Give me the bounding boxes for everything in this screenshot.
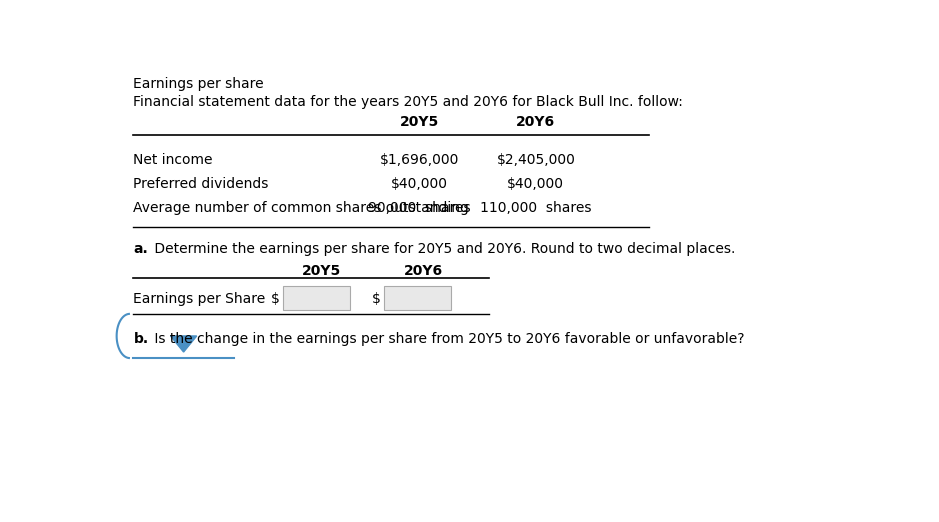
Text: Earnings per Share: Earnings per Share: [133, 292, 266, 306]
Text: b.: b.: [133, 332, 148, 346]
Text: Is the change in the earnings per share from 20Y5 to 20Y6 favorable or unfavorab: Is the change in the earnings per share …: [150, 332, 745, 346]
Text: Preferred dividends: Preferred dividends: [133, 177, 269, 191]
Text: $1,696,000: $1,696,000: [379, 153, 459, 167]
Text: $40,000: $40,000: [391, 177, 448, 191]
Text: $2,405,000: $2,405,000: [497, 153, 576, 167]
Text: a.: a.: [133, 242, 148, 255]
Text: 20Y6: 20Y6: [516, 115, 555, 129]
Text: Average number of common shares outstanding: Average number of common shares outstand…: [133, 201, 470, 215]
Text: 20Y6: 20Y6: [404, 264, 442, 278]
Polygon shape: [171, 336, 196, 352]
FancyBboxPatch shape: [284, 286, 350, 310]
FancyBboxPatch shape: [384, 286, 452, 310]
Text: 20Y5: 20Y5: [400, 115, 439, 129]
Text: $40,000: $40,000: [507, 177, 564, 191]
Text: $: $: [372, 292, 381, 306]
Text: Financial statement data for the years 20Y5 and 20Y6 for Black Bull Inc. follow:: Financial statement data for the years 2…: [133, 95, 684, 109]
Text: Determine the earnings per share for 20Y5 and 20Y6. Round to two decimal places.: Determine the earnings per share for 20Y…: [150, 242, 735, 255]
Text: 20Y5: 20Y5: [301, 264, 341, 278]
Text: 90,000  shares: 90,000 shares: [368, 201, 470, 215]
Text: $: $: [270, 292, 280, 306]
Text: 110,000  shares: 110,000 shares: [480, 201, 592, 215]
Text: Earnings per share: Earnings per share: [133, 77, 264, 91]
Text: Net income: Net income: [133, 153, 213, 167]
